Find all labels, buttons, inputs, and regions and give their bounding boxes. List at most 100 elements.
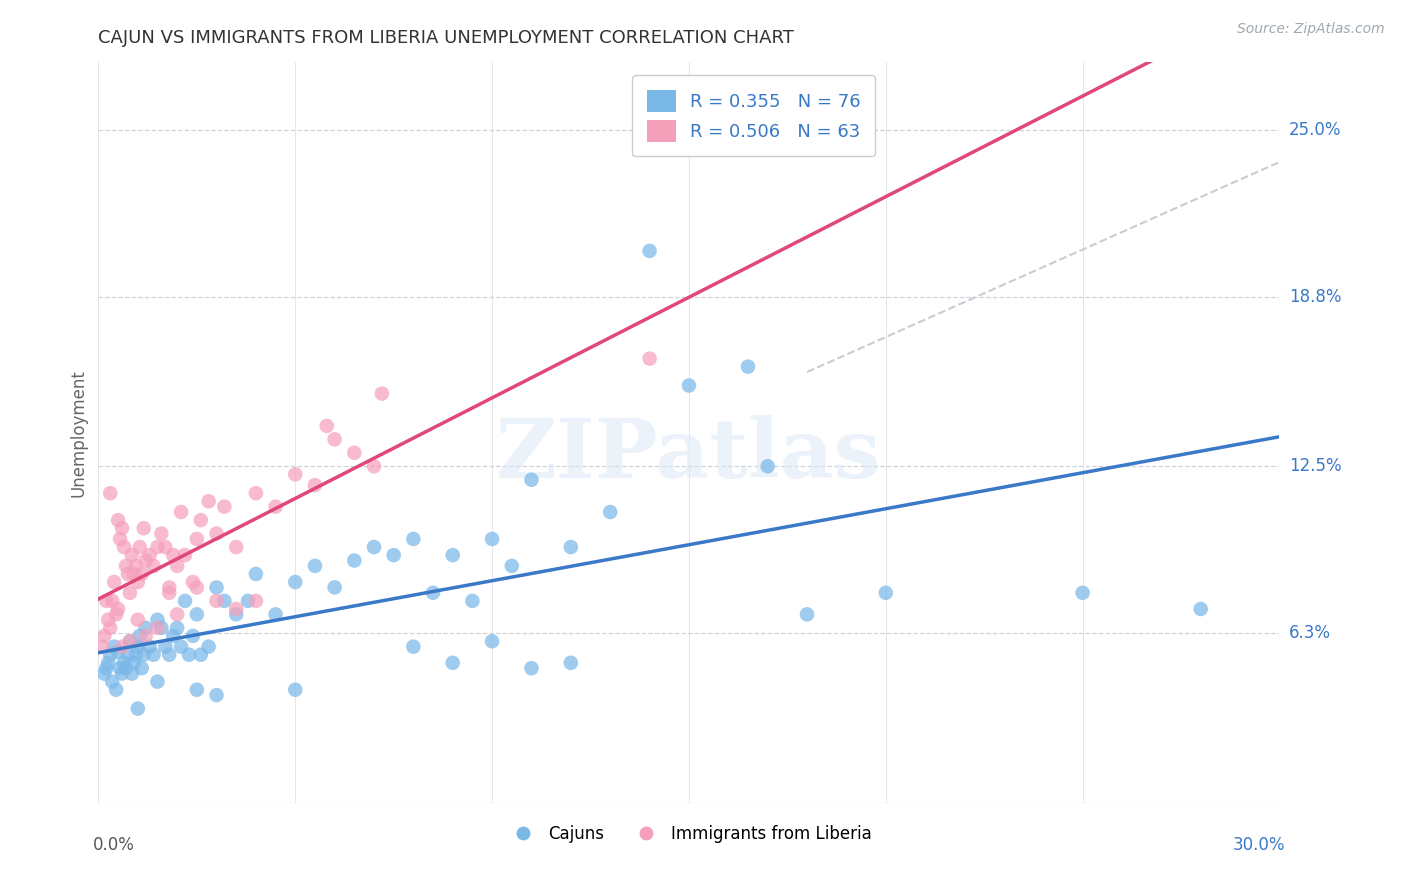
- Point: [135, 621, 157, 635]
- Point: [678, 378, 700, 392]
- Point: [112, 656, 135, 670]
- Point: [125, 558, 148, 573]
- Point: [461, 594, 484, 608]
- Point: [107, 602, 129, 616]
- Point: [157, 586, 180, 600]
- Point: [131, 661, 153, 675]
- Point: [97, 656, 120, 670]
- Point: [142, 558, 165, 573]
- Point: [131, 566, 153, 581]
- Point: [186, 682, 208, 697]
- Point: [132, 521, 155, 535]
- Point: [560, 656, 582, 670]
- Point: [756, 459, 779, 474]
- Point: [875, 586, 897, 600]
- Text: Source: ZipAtlas.com: Source: ZipAtlas.com: [1237, 22, 1385, 37]
- Point: [225, 607, 247, 622]
- Point: [166, 607, 188, 622]
- Point: [155, 540, 177, 554]
- Point: [225, 540, 247, 554]
- Point: [186, 607, 208, 622]
- Point: [174, 548, 197, 562]
- Legend: Cajuns, Immigrants from Liberia: Cajuns, Immigrants from Liberia: [499, 819, 879, 850]
- Point: [146, 540, 169, 554]
- Point: [146, 674, 169, 689]
- Point: [111, 666, 134, 681]
- Point: [128, 629, 150, 643]
- Point: [118, 634, 141, 648]
- Point: [107, 513, 129, 527]
- Point: [181, 629, 204, 643]
- Point: [177, 648, 200, 662]
- Point: [96, 661, 118, 675]
- Point: [323, 433, 346, 447]
- Point: [190, 513, 212, 527]
- Point: [402, 532, 425, 546]
- Point: [128, 540, 150, 554]
- Point: [146, 613, 169, 627]
- Point: [108, 661, 131, 675]
- Text: 25.0%: 25.0%: [1289, 120, 1341, 139]
- Point: [560, 540, 582, 554]
- Point: [186, 581, 208, 595]
- Point: [127, 613, 149, 627]
- Point: [382, 548, 405, 562]
- Point: [127, 575, 149, 590]
- Point: [98, 648, 121, 662]
- Point: [343, 446, 366, 460]
- Point: [157, 581, 180, 595]
- Point: [236, 594, 259, 608]
- Text: CAJUN VS IMMIGRANTS FROM LIBERIA UNEMPLOYMENT CORRELATION CHART: CAJUN VS IMMIGRANTS FROM LIBERIA UNEMPLO…: [98, 29, 794, 47]
- Point: [315, 418, 337, 433]
- Text: 30.0%: 30.0%: [1233, 836, 1285, 855]
- Point: [157, 648, 180, 662]
- Point: [112, 540, 135, 554]
- Point: [284, 467, 307, 482]
- Point: [481, 634, 503, 648]
- Point: [98, 621, 121, 635]
- Point: [304, 478, 326, 492]
- Point: [138, 640, 160, 654]
- Point: [520, 473, 543, 487]
- Point: [796, 607, 818, 622]
- Point: [111, 521, 134, 535]
- Point: [441, 656, 464, 670]
- Point: [150, 621, 173, 635]
- Point: [1189, 602, 1212, 616]
- Point: [737, 359, 759, 374]
- Point: [501, 558, 523, 573]
- Point: [363, 540, 385, 554]
- Text: ZIPatlas: ZIPatlas: [496, 415, 882, 495]
- Text: 18.8%: 18.8%: [1289, 287, 1341, 306]
- Point: [103, 640, 125, 654]
- Y-axis label: Unemployment: Unemployment: [69, 368, 87, 497]
- Point: [127, 701, 149, 715]
- Point: [481, 532, 503, 546]
- Point: [135, 629, 157, 643]
- Text: 0.0%: 0.0%: [93, 836, 135, 855]
- Point: [115, 558, 138, 573]
- Point: [121, 666, 143, 681]
- Point: [101, 594, 124, 608]
- Point: [205, 594, 228, 608]
- Point: [520, 661, 543, 675]
- Point: [135, 553, 157, 567]
- Point: [214, 594, 236, 608]
- Point: [599, 505, 621, 519]
- Point: [122, 566, 145, 581]
- Point: [174, 594, 197, 608]
- Point: [205, 526, 228, 541]
- Point: [162, 548, 184, 562]
- Point: [150, 526, 173, 541]
- Point: [264, 500, 287, 514]
- Point: [96, 594, 118, 608]
- Point: [245, 486, 267, 500]
- Point: [107, 645, 129, 659]
- Point: [402, 640, 425, 654]
- Point: [245, 566, 267, 581]
- Point: [162, 629, 184, 643]
- Point: [142, 648, 165, 662]
- Point: [108, 532, 131, 546]
- Point: [93, 629, 115, 643]
- Point: [127, 640, 149, 654]
